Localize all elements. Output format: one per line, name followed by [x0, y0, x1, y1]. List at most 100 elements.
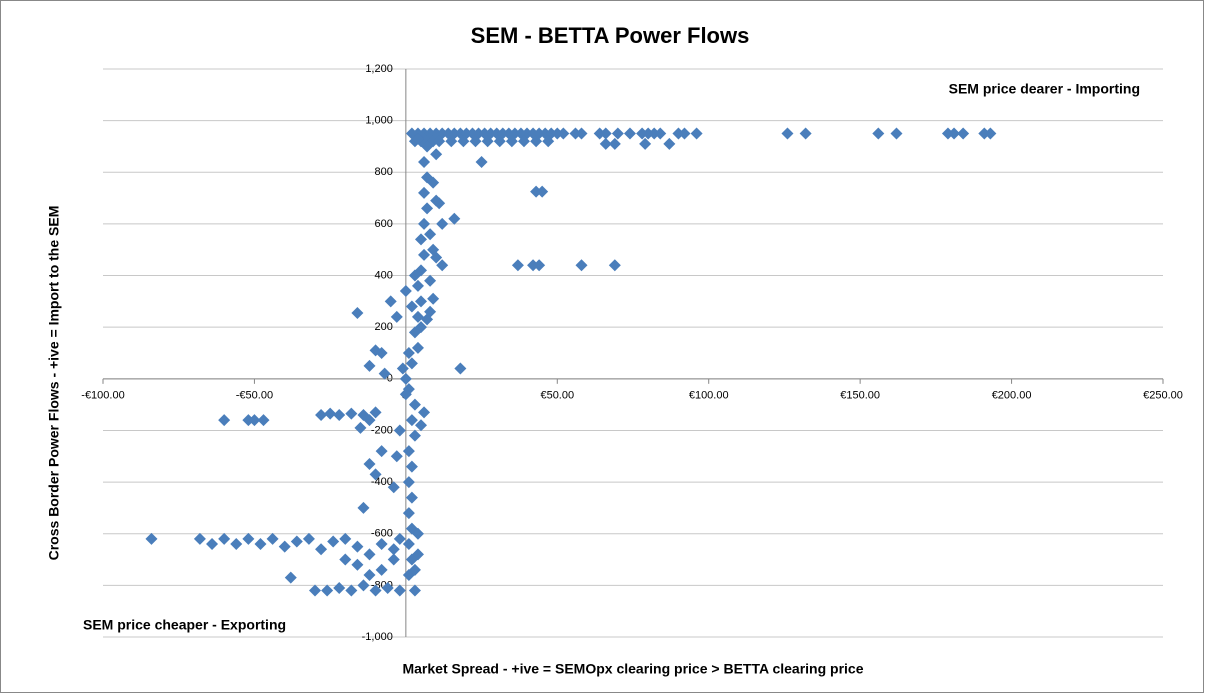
x-tick-label: €250.00	[1143, 390, 1183, 402]
y-tick-label: 1,000	[365, 115, 393, 127]
y-tick-label: -600	[371, 528, 393, 540]
point	[890, 127, 903, 140]
point	[248, 414, 261, 427]
point	[508, 127, 521, 140]
point	[266, 532, 279, 545]
point	[511, 259, 524, 272]
y-tick-label: 800	[374, 166, 392, 178]
point	[405, 300, 418, 313]
point	[354, 421, 367, 434]
point	[639, 137, 652, 150]
point	[672, 127, 685, 140]
point	[418, 186, 431, 199]
point	[517, 135, 530, 148]
point	[430, 251, 443, 264]
point	[424, 228, 437, 241]
point	[387, 553, 400, 566]
x-tick-label: -€50.00	[236, 390, 273, 402]
point	[415, 295, 427, 308]
point	[448, 212, 461, 225]
point	[421, 313, 434, 326]
point	[415, 419, 427, 432]
y-axis-title: Cross Border Power Flows - +ive = Import…	[46, 206, 62, 561]
point	[663, 137, 676, 150]
point	[533, 259, 546, 272]
point	[315, 543, 328, 556]
point	[411, 527, 424, 540]
point	[284, 571, 297, 584]
point	[984, 127, 997, 140]
point	[430, 148, 443, 161]
point	[230, 538, 243, 551]
point	[384, 295, 397, 308]
point	[254, 538, 267, 551]
point	[424, 274, 437, 287]
point	[445, 135, 458, 148]
point	[690, 127, 703, 140]
point	[278, 540, 291, 553]
point	[557, 127, 570, 140]
point	[611, 127, 624, 140]
point	[357, 579, 370, 592]
point	[327, 535, 340, 548]
point	[411, 341, 424, 354]
point	[378, 367, 391, 380]
point	[257, 414, 270, 427]
point	[396, 362, 409, 375]
y-tick-label: 600	[374, 218, 392, 230]
point	[405, 491, 418, 504]
point	[623, 127, 636, 140]
point	[242, 532, 255, 545]
point	[642, 127, 655, 140]
point	[357, 501, 370, 514]
point	[436, 259, 449, 272]
point	[390, 310, 403, 323]
point	[411, 132, 424, 145]
point	[408, 563, 421, 576]
point	[393, 424, 406, 437]
y-tick-label: -200	[371, 424, 393, 436]
point	[218, 414, 231, 427]
point	[493, 135, 506, 148]
x-tick-label: €150.00	[840, 390, 880, 402]
point	[433, 135, 446, 148]
point	[402, 507, 415, 520]
y-tick-label: 200	[374, 321, 392, 333]
point	[530, 185, 543, 198]
point	[941, 127, 954, 140]
point	[399, 372, 412, 385]
point	[351, 558, 364, 571]
point	[536, 185, 549, 198]
point	[421, 140, 434, 153]
point	[402, 476, 415, 489]
point	[402, 538, 415, 551]
x-tick-label: €100.00	[689, 390, 729, 402]
point	[321, 584, 334, 597]
point	[369, 468, 382, 481]
point	[599, 137, 612, 150]
point	[454, 362, 467, 375]
point	[636, 127, 649, 140]
point	[948, 127, 961, 140]
point	[575, 259, 588, 272]
y-tick-label: 1,200	[365, 63, 393, 75]
point	[375, 445, 388, 458]
point	[402, 347, 415, 359]
point	[457, 135, 470, 148]
point	[433, 197, 446, 210]
point	[408, 269, 421, 282]
point	[415, 321, 427, 334]
point	[402, 445, 415, 458]
point	[369, 344, 382, 357]
point	[218, 532, 231, 545]
point	[309, 584, 321, 597]
point	[530, 135, 543, 148]
x-tick-label: €50.00	[540, 390, 574, 402]
point	[405, 357, 418, 370]
point	[781, 127, 794, 140]
point	[608, 137, 621, 150]
point	[375, 563, 388, 576]
point	[363, 359, 376, 372]
